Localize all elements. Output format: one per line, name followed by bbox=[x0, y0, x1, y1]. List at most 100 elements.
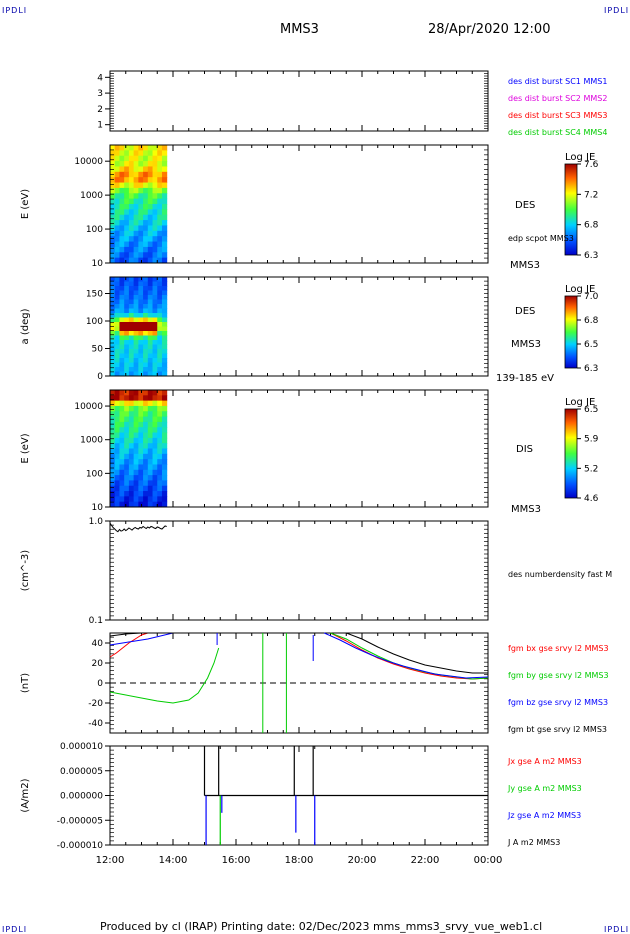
panel2-heat-cell bbox=[114, 220, 120, 226]
panel6-ylabel: (nT) bbox=[20, 673, 31, 693]
panel4-heat-cell bbox=[133, 453, 139, 460]
panel3-heat-cell bbox=[124, 308, 130, 314]
panel2-heat-cell bbox=[138, 214, 144, 221]
panel3-heat-cell bbox=[161, 340, 168, 345]
panel2-heat-cell bbox=[143, 187, 149, 194]
panel2-heat-cell bbox=[128, 187, 135, 194]
panel3-heat-cell bbox=[147, 281, 154, 287]
panel4-ylabel: E (eV) bbox=[20, 433, 31, 463]
panel2-heat-cell bbox=[110, 241, 116, 248]
panel3-heat-cell bbox=[157, 326, 163, 332]
panel2-heat-cell bbox=[133, 177, 139, 184]
panel2-heat-cell bbox=[124, 220, 130, 226]
panel1-frame bbox=[109, 70, 489, 132]
panel3-ytick-label: 100 bbox=[86, 317, 103, 327]
panel3-heat-cell bbox=[161, 335, 168, 341]
panel2-heat-cell bbox=[147, 177, 154, 184]
xaxis-time-label: 00:00 bbox=[474, 855, 503, 866]
panel2-heat-cell bbox=[138, 171, 144, 178]
panel3-heat-cell bbox=[161, 362, 168, 368]
panel2-heat-cell bbox=[110, 257, 116, 264]
panel3-heat-cell bbox=[110, 322, 116, 327]
panel2-heat-cell bbox=[157, 193, 163, 200]
panel2-heat-cell bbox=[138, 225, 144, 232]
panel4-ytick-label: 1000 bbox=[80, 436, 103, 446]
panel2-heat-cell bbox=[161, 225, 168, 232]
panel3-heat-cell bbox=[124, 335, 130, 341]
panel4-heat-cell bbox=[124, 480, 130, 487]
panel4-colorbar-tick-label: 6.5 bbox=[584, 405, 598, 415]
panel3-heat-cell bbox=[119, 308, 125, 314]
panel2-heat-cell bbox=[133, 209, 139, 216]
panel3-heat-cell bbox=[124, 286, 130, 291]
panel2-heat-cell bbox=[143, 209, 149, 216]
panel2-heat-cell bbox=[119, 204, 125, 210]
panel4-heat-cell bbox=[114, 443, 120, 449]
panel2-heat-cell bbox=[128, 171, 135, 178]
panel4-heat-cell bbox=[152, 390, 158, 396]
panel2-heat-cell bbox=[147, 220, 154, 226]
panel3-heat-cell bbox=[138, 286, 144, 291]
panel3-ytick-label: 150 bbox=[86, 290, 103, 300]
panel4-heat-cell bbox=[114, 405, 120, 412]
panel3-heat-cell bbox=[152, 335, 158, 341]
panel4-heat-cell bbox=[128, 453, 135, 460]
panel2-heat-cell bbox=[124, 182, 130, 189]
panel3-heat-cell bbox=[110, 371, 116, 377]
panel2-heat-cell bbox=[119, 161, 125, 167]
panel4-ytick-label: 100 bbox=[86, 469, 103, 479]
panel3-heat-cell bbox=[124, 358, 130, 363]
panel2-heat-cell bbox=[133, 171, 139, 178]
panel4-heat-cell bbox=[114, 485, 120, 492]
panel3-heat-cell bbox=[119, 371, 125, 377]
panel3-heat-cell bbox=[128, 317, 135, 323]
panel3-colorbar-tick-label: 6.5 bbox=[584, 340, 598, 350]
panel2-heat-cell bbox=[161, 214, 168, 221]
panel4-heat-cell bbox=[143, 475, 149, 481]
panel4-heat-cell bbox=[128, 400, 135, 407]
panel2-heat-cell bbox=[161, 193, 168, 200]
panel4-heat-cell bbox=[133, 501, 139, 508]
panel7-legend-entry: Jz gse A m2 MMS3 bbox=[507, 811, 581, 820]
panel4-heat-cell bbox=[147, 390, 154, 396]
panel4-heat-cell bbox=[133, 496, 139, 503]
panel2-heat-cell bbox=[161, 252, 168, 259]
panel2-heat-cell bbox=[110, 177, 116, 184]
panel4-heat-cell bbox=[133, 437, 139, 444]
panel2-heat-cell bbox=[124, 257, 130, 264]
panel2-heat-cell bbox=[133, 193, 139, 200]
panel2-heat-cell bbox=[128, 177, 135, 184]
panel2-heat-cell bbox=[124, 214, 130, 221]
panel2-heat-cell bbox=[124, 252, 130, 259]
panel4-heat-cell bbox=[114, 416, 120, 423]
panel5-ytick-label: 1.0 bbox=[89, 517, 104, 527]
panel4-heat-cell bbox=[138, 416, 144, 423]
panel3-heat-cell bbox=[152, 353, 158, 359]
panel3-heat-cell bbox=[119, 304, 125, 309]
panel2-heat-cell bbox=[157, 171, 163, 178]
panel3-heat-cell bbox=[161, 304, 168, 309]
panel3-heat-cell bbox=[157, 335, 163, 341]
panel2-heat-cell bbox=[114, 177, 120, 184]
panel4-heat-cell bbox=[138, 501, 144, 508]
panel3-heat-cell bbox=[114, 322, 120, 327]
panel7-legend-entry: Jx gse A m2 MMS3 bbox=[507, 757, 582, 766]
panel3-heat-cell bbox=[114, 277, 120, 282]
panel3-heat-cell bbox=[152, 313, 158, 318]
panel4-heat-cell bbox=[147, 411, 154, 418]
panel4-heat-cell bbox=[152, 496, 158, 503]
panel4-heat-cell bbox=[143, 395, 149, 402]
panel2-heat-cell bbox=[157, 155, 163, 162]
panel4-heat-cell bbox=[133, 464, 139, 471]
panel4-heat-cell bbox=[143, 491, 149, 497]
panel3-heat-cell bbox=[157, 299, 163, 305]
panel3-heat-cell bbox=[157, 290, 163, 296]
panel2-heat-cell bbox=[133, 198, 139, 205]
panel3-heat-cell bbox=[114, 358, 120, 363]
panel7-legend-entry: J A m2 MMS3 bbox=[507, 838, 560, 847]
panel2-heat-cell bbox=[157, 252, 163, 259]
panel3-heat-cell bbox=[124, 340, 130, 345]
panel3-heat-cell bbox=[143, 349, 149, 354]
panel4-heat-cell bbox=[114, 496, 120, 503]
panel4-heat-cell bbox=[124, 395, 130, 402]
